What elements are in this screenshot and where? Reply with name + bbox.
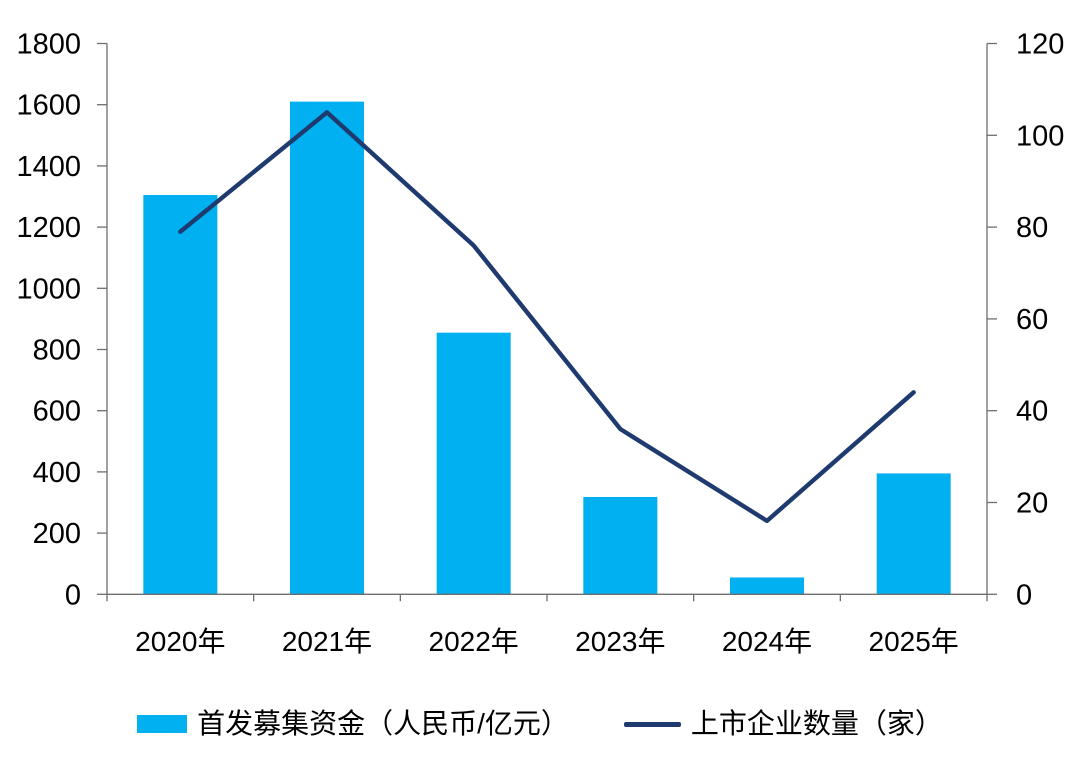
right-axis-tick-label: 120	[1016, 29, 1064, 61]
legend-label-bar-series: 首发募集资金（人民币/亿元）	[197, 708, 569, 739]
legend-label-line-series: 上市企业数量（家）	[690, 708, 943, 739]
left-axis-tick-label: 1000	[16, 273, 81, 305]
x-axis-category-label: 2025年	[869, 626, 959, 657]
left-axis-tick-label: 1400	[16, 151, 81, 183]
bar-2022年	[436, 332, 511, 595]
left-axis-tick-label: 800	[33, 335, 81, 367]
x-axis-category-label: 2022年	[429, 626, 519, 657]
legend-item-line-series: 上市企业数量（家）	[623, 708, 943, 739]
left-axis-tick-label: 400	[33, 457, 81, 489]
right-axis-tick-label: 40	[1016, 396, 1048, 428]
bar-2020年	[143, 194, 218, 595]
line-series-path	[178, 110, 916, 524]
left-axis-tick-label: 1800	[16, 29, 81, 61]
bar-series-swatch-icon	[137, 715, 188, 733]
left-axis-tick-label: 200	[33, 518, 81, 550]
x-axis-category-label: 2020年	[135, 626, 225, 657]
x-axis-category-label: 2024年	[722, 626, 812, 657]
left-axis-tick-label: 1200	[16, 212, 81, 244]
left-axis-tick-label: 600	[33, 396, 81, 428]
line-series-swatch-icon	[623, 721, 681, 727]
left-axis-tick-label: 0	[65, 579, 81, 611]
left-axis-tick-label: 1600	[16, 90, 81, 122]
chart-legend: 首发募集资金（人民币/亿元） 上市企业数量（家）	[0, 702, 1080, 746]
right-axis-tick-label: 0	[1016, 579, 1032, 611]
bar-2024年	[730, 577, 804, 595]
bar-2023年	[583, 496, 658, 595]
right-axis-tick-label: 60	[1016, 304, 1048, 336]
legend-item-bar-series: 首发募集资金（人民币/亿元）	[137, 710, 569, 738]
right-axis-tick-label: 20	[1016, 488, 1048, 520]
right-axis-tick-label: 80	[1016, 212, 1048, 244]
bar-2025年	[876, 473, 951, 595]
bar-2021年	[290, 101, 364, 595]
x-axis-category-label: 2021年	[282, 626, 372, 657]
x-axis-category-label: 2023年	[575, 626, 665, 657]
right-axis-tick-label: 100	[1016, 120, 1064, 152]
